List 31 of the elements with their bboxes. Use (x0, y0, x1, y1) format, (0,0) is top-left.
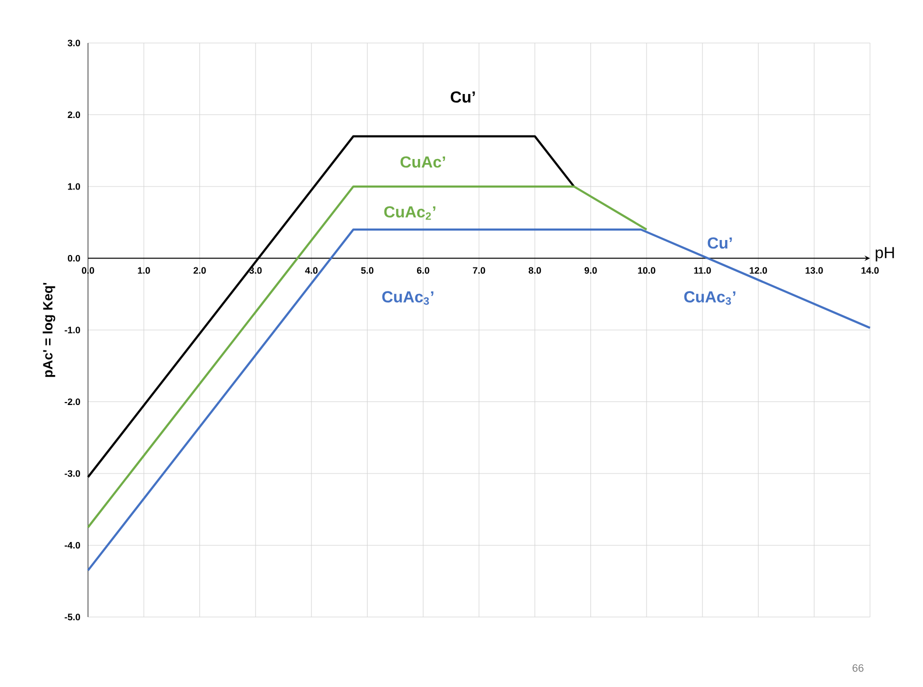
annotation: Cu’ (708, 237, 732, 249)
x-tick-label: 9.0 (584, 267, 597, 274)
x-axis-title: pH (876, 247, 894, 262)
annotation: CuAc$_{3}$’ (684, 291, 736, 305)
x-tick-label: 5.0 (361, 267, 374, 274)
x-tick-label: 2.0 (194, 267, 206, 274)
x-tick-label: 1.0 (138, 267, 150, 274)
x-tick-label: 12.0 (750, 267, 767, 274)
annotation: CuAc$_{2}$’ (384, 206, 436, 220)
annotation: CuAc$_{3}$’ (382, 291, 434, 305)
y-tick-label: -5.0 (64, 614, 80, 620)
y-tick-label: -1.0 (64, 326, 80, 334)
y-tick-label: 1.0 (68, 183, 80, 190)
x-tick-label: 8.0 (528, 267, 541, 274)
y-tick-label: 0.0 (68, 254, 80, 262)
annotation: CuAc’ (400, 156, 446, 168)
x-tick-label: 10.0 (638, 267, 656, 274)
y-tick-label: -3.0 (64, 470, 80, 477)
y-tick-label: -4.0 (64, 542, 80, 549)
y-tick-label: 3.0 (68, 40, 80, 46)
text: 66 (852, 664, 864, 672)
x-tick-label: 6.0 (417, 267, 430, 274)
y-tick-label: 2.0 (68, 111, 80, 118)
x-tick-label: 4.0 (305, 267, 318, 274)
y-axis-title: pAc' = log Keq' (42, 282, 56, 377)
annotation: Cu’ (450, 91, 475, 103)
x-tick-label: 11.0 (694, 267, 711, 274)
x-tick-label: 13.0 (806, 267, 823, 274)
y-tick-label: -2.0 (64, 398, 80, 406)
x-tick-label: 7.0 (472, 267, 486, 274)
x-tick-label: 14.0 (862, 267, 879, 274)
